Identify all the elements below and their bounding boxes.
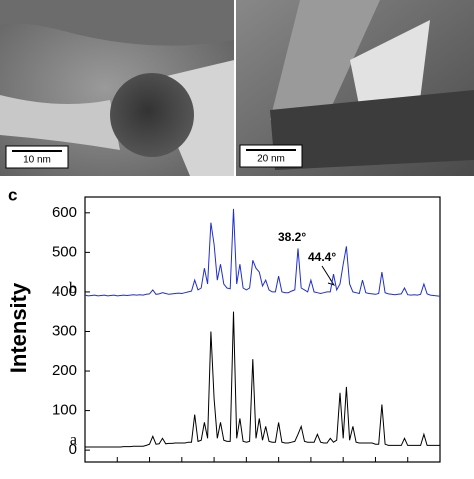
y-tick-label: 0 xyxy=(69,441,77,458)
annotation: 38.2° xyxy=(278,230,306,244)
y-tick-label: 100 xyxy=(52,402,77,419)
y-tick-label: 200 xyxy=(52,362,77,379)
y-tick-label: 600 xyxy=(52,204,77,221)
y-tick-label: 500 xyxy=(52,243,77,260)
plot-frame xyxy=(84,196,441,463)
scale-bar-label: 20 nm xyxy=(257,154,285,165)
y-axis-label: Intensity xyxy=(6,282,31,373)
panel-label: c xyxy=(8,185,17,204)
y-tick-label: 400 xyxy=(52,283,77,300)
tem-image-right: 20 nm xyxy=(236,0,474,176)
y-tick-label: 300 xyxy=(52,322,77,339)
annotation: 44.4° xyxy=(308,250,336,264)
data-line xyxy=(84,208,441,297)
data-line xyxy=(85,311,440,448)
series-label: b xyxy=(69,280,77,297)
tem-image-left: 10 nm xyxy=(0,0,234,176)
scale-bar-label: 10 nm xyxy=(23,155,51,166)
series-label: a xyxy=(70,432,77,449)
